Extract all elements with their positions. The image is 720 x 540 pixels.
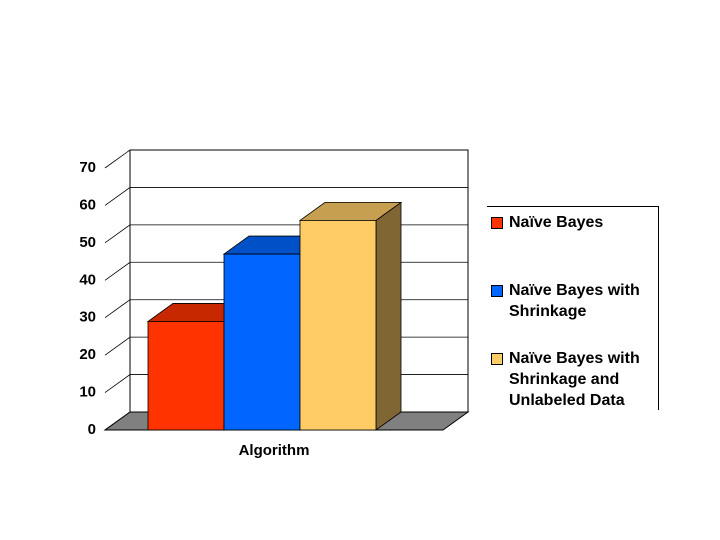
bar-side — [375, 201, 402, 431]
y-tick-label: 10 — [79, 384, 96, 401]
y-tick-label: 50 — [79, 234, 96, 251]
x-axis-label: Algorithm — [239, 442, 310, 459]
legend: Naïve Bayes Naïve Bayes with Shrinkage Naï… — [487, 206, 659, 410]
y-tick-label: 20 — [79, 346, 96, 363]
legend-entry: Naïve Bayes with Shrinkage — [491, 280, 655, 322]
y-tick-label: 60 — [79, 196, 96, 213]
legend-swatch — [491, 217, 503, 229]
legend-swatch — [491, 285, 503, 297]
bar — [299, 219, 377, 431]
legend-entry: Naïve Bayes with Shrinkage and Unlabeled… — [491, 348, 655, 411]
y-tick-label: 70 — [79, 159, 96, 176]
bar — [223, 253, 301, 431]
legend-entry: Naïve Bayes — [491, 212, 655, 233]
grid-line — [104, 149, 468, 169]
legend-label: Naïve Bayes with Shrinkage — [509, 282, 640, 320]
grid-line — [104, 187, 468, 206]
legend-swatch — [491, 353, 503, 365]
bar — [147, 321, 225, 431]
legend-label: Naïve Bayes with Shrinkage and Unlabeled… — [509, 350, 640, 409]
y-tick-label: 40 — [79, 271, 96, 288]
legend-label: Naïve Bayes — [509, 214, 604, 231]
y-tick-label: 0 — [88, 421, 96, 438]
y-tick-label: 30 — [79, 309, 96, 326]
